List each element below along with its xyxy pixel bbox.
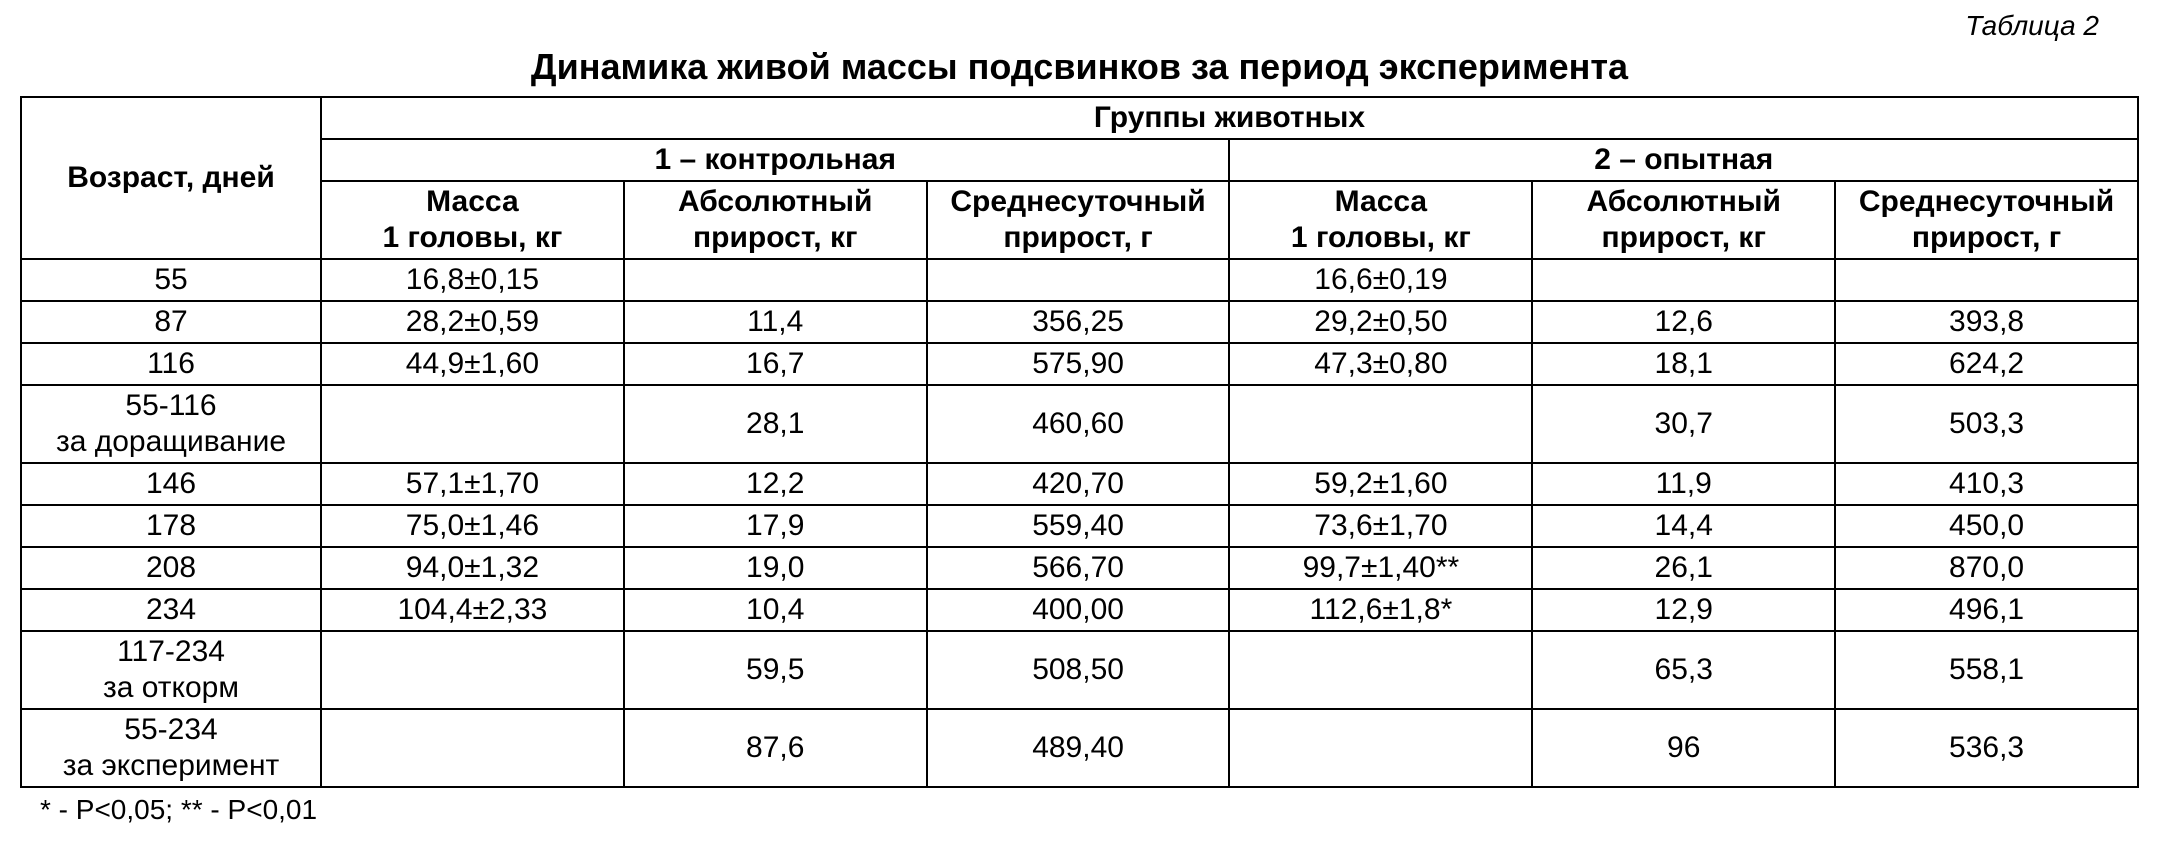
cell-g1a: 87,6	[624, 709, 927, 787]
cell-g1d: 400,00	[927, 589, 1230, 631]
cell-age: 117-234за откорм	[21, 631, 321, 709]
cell-g2d: 536,3	[1835, 709, 2138, 787]
cell-g1m	[321, 709, 624, 787]
cell-g2m: 73,6±1,70	[1229, 505, 1532, 547]
cell-g2a: 12,9	[1532, 589, 1835, 631]
col-header-daily-g2: Среднесуточныйприрост, г	[1835, 181, 2138, 259]
table-row: 8728,2±0,5911,4356,2529,2±0,5012,6393,8	[21, 301, 2138, 343]
cell-g1d: 489,40	[927, 709, 1230, 787]
cell-g1m	[321, 631, 624, 709]
cell-g1m: 44,9±1,60	[321, 343, 624, 385]
col-header-abs-g2: Абсолютныйприрост, кг	[1532, 181, 1835, 259]
cell-g2m: 99,7±1,40**	[1229, 547, 1532, 589]
cell-g2d: 870,0	[1835, 547, 2138, 589]
page-root: Таблица 2 Динамика живой массы подсвинко…	[0, 0, 2159, 846]
cell-g2a: 12,6	[1532, 301, 1835, 343]
cell-g2m: 112,6±1,8*	[1229, 589, 1532, 631]
cell-age: 87	[21, 301, 321, 343]
cell-g1a: 16,7	[624, 343, 927, 385]
table-head: Возраст, дней Группы животных 1 – контро…	[21, 97, 2138, 259]
table-body: 5516,8±0,1516,6±0,198728,2±0,5911,4356,2…	[21, 259, 2138, 787]
cell-age: 208	[21, 547, 321, 589]
cell-g1m: 16,8±0,15	[321, 259, 624, 301]
cell-g2a: 11,9	[1532, 463, 1835, 505]
cell-g1d: 420,70	[927, 463, 1230, 505]
cell-age: 116	[21, 343, 321, 385]
cell-g2a: 26,1	[1532, 547, 1835, 589]
cell-g1m	[321, 385, 624, 463]
data-table: Возраст, дней Группы животных 1 – контро…	[20, 96, 2139, 788]
table-row: 20894,0±1,3219,0566,7099,7±1,40**26,1870…	[21, 547, 2138, 589]
cell-age: 55	[21, 259, 321, 301]
table-row: 55-234за эксперимент 87,6489,40 96536,3	[21, 709, 2138, 787]
cell-g2a: 30,7	[1532, 385, 1835, 463]
table-row: 14657,1±1,7012,2420,7059,2±1,6011,9410,3	[21, 463, 2138, 505]
cell-g2d: 450,0	[1835, 505, 2138, 547]
table-row: 55-116за доращивание 28,1460,60 30,7503,3	[21, 385, 2138, 463]
cell-g1d: 460,60	[927, 385, 1230, 463]
cell-g2m	[1229, 631, 1532, 709]
cell-g2m: 16,6±0,19	[1229, 259, 1532, 301]
cell-g2a: 65,3	[1532, 631, 1835, 709]
cell-g2m: 47,3±0,80	[1229, 343, 1532, 385]
cell-g2m: 59,2±1,60	[1229, 463, 1532, 505]
col-header-group1: 1 – контрольная	[321, 139, 1229, 181]
cell-g2d: 624,2	[1835, 343, 2138, 385]
table-title: Динамика живой массы подсвинков за перио…	[20, 46, 2139, 88]
table-row: 5516,8±0,15 16,6±0,19	[21, 259, 2138, 301]
col-header-groups: Группы животных	[321, 97, 2138, 139]
cell-g1d: 575,90	[927, 343, 1230, 385]
cell-g1a: 10,4	[624, 589, 927, 631]
col-header-mass-g2: Масса1 головы, кг	[1229, 181, 1532, 259]
col-header-abs-g1: Абсолютныйприрост, кг	[624, 181, 927, 259]
cell-g1m: 57,1±1,70	[321, 463, 624, 505]
cell-age: 234	[21, 589, 321, 631]
cell-g2a: 96	[1532, 709, 1835, 787]
cell-g1d: 566,70	[927, 547, 1230, 589]
cell-g1a: 12,2	[624, 463, 927, 505]
table-number-label: Таблица 2	[20, 10, 2099, 42]
cell-g2m	[1229, 709, 1532, 787]
cell-g2d: 496,1	[1835, 589, 2138, 631]
cell-age: 146	[21, 463, 321, 505]
cell-age: 178	[21, 505, 321, 547]
cell-age: 55-234за эксперимент	[21, 709, 321, 787]
cell-g1a: 28,1	[624, 385, 927, 463]
cell-g1a: 19,0	[624, 547, 927, 589]
cell-g1a: 11,4	[624, 301, 927, 343]
cell-g2a: 18,1	[1532, 343, 1835, 385]
cell-g1m: 104,4±2,33	[321, 589, 624, 631]
table-footnote: * - P<0,05; ** - P<0,01	[40, 794, 2139, 826]
cell-g1a: 17,9	[624, 505, 927, 547]
cell-g1m: 75,0±1,46	[321, 505, 624, 547]
cell-g2d	[1835, 259, 2138, 301]
cell-g1m: 28,2±0,59	[321, 301, 624, 343]
cell-g1m: 94,0±1,32	[321, 547, 624, 589]
cell-g2m: 29,2±0,50	[1229, 301, 1532, 343]
table-row: 117-234за откорм 59,5508,50 65,3558,1	[21, 631, 2138, 709]
table-row: 234104,4±2,3310,4400,00112,6±1,8*12,9496…	[21, 589, 2138, 631]
cell-g2m	[1229, 385, 1532, 463]
cell-g2d: 503,3	[1835, 385, 2138, 463]
col-header-group2: 2 – опытная	[1229, 139, 2138, 181]
cell-g2a	[1532, 259, 1835, 301]
cell-g1a: 59,5	[624, 631, 927, 709]
col-header-age: Возраст, дней	[21, 97, 321, 259]
cell-g1a	[624, 259, 927, 301]
table-row: 11644,9±1,6016,7575,9047,3±0,8018,1624,2	[21, 343, 2138, 385]
cell-g2d: 393,8	[1835, 301, 2138, 343]
cell-age: 55-116за доращивание	[21, 385, 321, 463]
table-row: 17875,0±1,4617,9559,4073,6±1,7014,4450,0	[21, 505, 2138, 547]
cell-g1d: 559,40	[927, 505, 1230, 547]
col-header-daily-g1: Среднесуточныйприрост, г	[927, 181, 1230, 259]
cell-g1d	[927, 259, 1230, 301]
cell-g2d: 558,1	[1835, 631, 2138, 709]
cell-g2a: 14,4	[1532, 505, 1835, 547]
cell-g2d: 410,3	[1835, 463, 2138, 505]
cell-g1d: 508,50	[927, 631, 1230, 709]
col-header-mass-g1: Масса1 головы, кг	[321, 181, 624, 259]
cell-g1d: 356,25	[927, 301, 1230, 343]
